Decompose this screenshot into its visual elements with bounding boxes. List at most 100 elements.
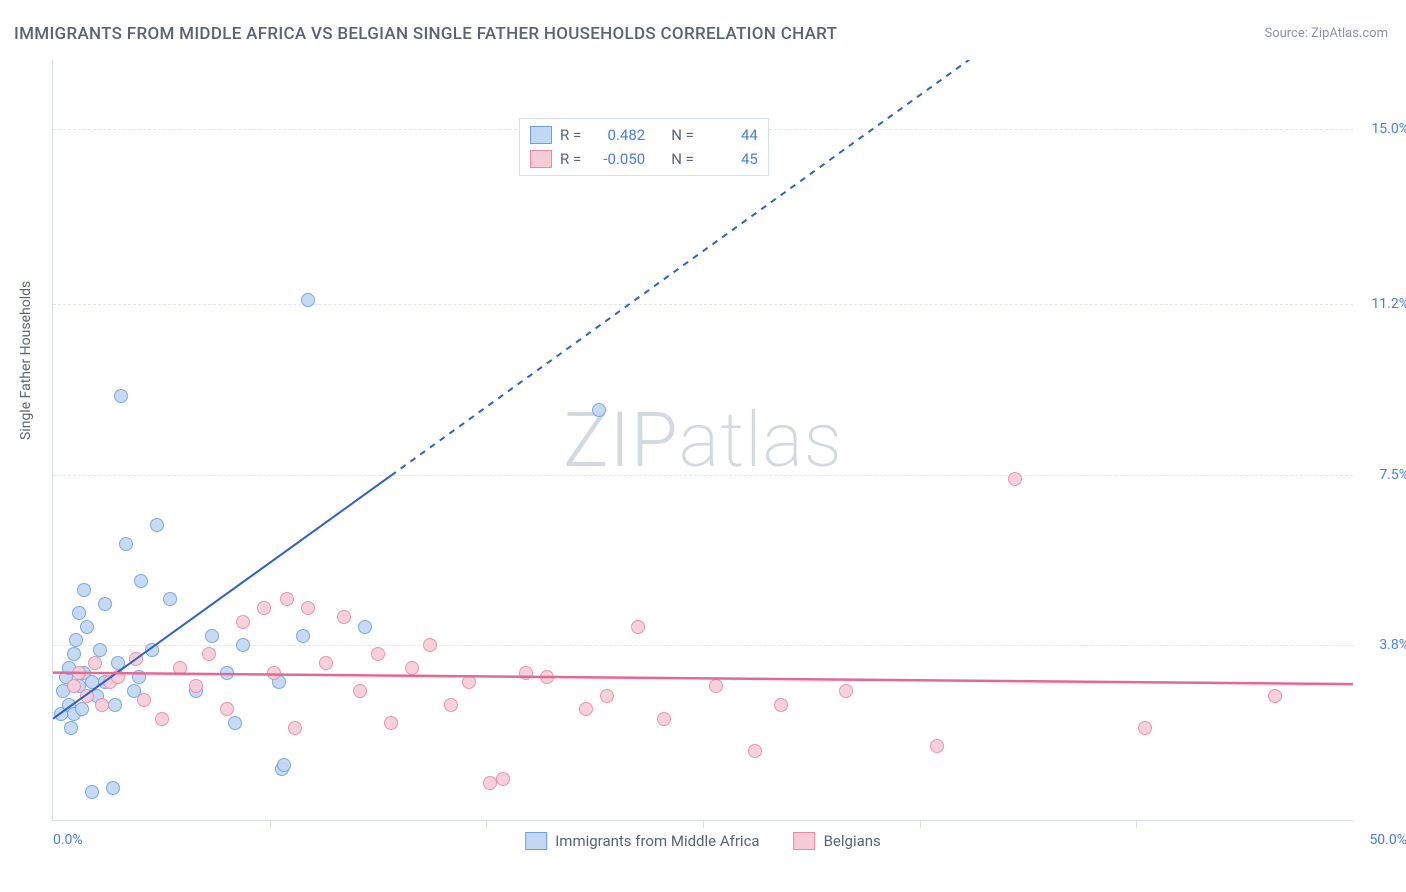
data-point: [220, 702, 234, 716]
data-point: [657, 712, 671, 726]
series-a-name: Immigrants from Middle Africa: [555, 832, 759, 850]
swatch-series-a: [525, 832, 547, 850]
x-tick: [920, 820, 921, 828]
data-point: [228, 716, 242, 730]
data-point: [67, 679, 81, 693]
y-tick-label: 3.8%: [1359, 637, 1406, 653]
data-point: [72, 606, 86, 620]
data-point: [106, 781, 120, 795]
n-label: N =: [671, 126, 694, 144]
data-point: [600, 689, 614, 703]
data-point: [483, 776, 497, 790]
data-point: [423, 638, 437, 652]
data-point: [155, 712, 169, 726]
data-point: [80, 689, 94, 703]
legend-row-series-a: R = 0.482 N = 44: [530, 123, 758, 147]
r-value-b: -0.050: [589, 150, 645, 168]
data-point: [163, 592, 177, 606]
data-point: [358, 620, 372, 634]
data-point: [337, 610, 351, 624]
data-point: [774, 698, 788, 712]
data-point: [119, 537, 133, 551]
data-point: [319, 656, 333, 670]
data-point: [134, 574, 148, 588]
data-point: [150, 518, 164, 532]
data-point: [67, 647, 81, 661]
n-value-b: 45: [702, 150, 758, 168]
data-point: [444, 698, 458, 712]
data-point: [111, 670, 125, 684]
data-point: [519, 666, 533, 680]
data-point: [72, 666, 86, 680]
data-point: [85, 785, 99, 799]
gridline: [53, 304, 1353, 305]
x-axis-max-label: 50.0%: [1369, 832, 1406, 848]
legend-item-series-a: Immigrants from Middle Africa: [525, 832, 759, 850]
swatch-series-b: [530, 150, 552, 168]
x-tick: [270, 820, 271, 828]
r-label: R =: [560, 126, 581, 144]
data-point: [80, 620, 94, 634]
data-point: [579, 702, 593, 716]
data-point: [930, 739, 944, 753]
data-point: [384, 716, 398, 730]
data-point: [353, 684, 367, 698]
data-point: [95, 698, 109, 712]
data-point: [75, 702, 89, 716]
x-axis-min-label: 0.0%: [53, 832, 83, 848]
data-point: [631, 620, 645, 634]
data-point: [111, 656, 125, 670]
data-point: [64, 721, 78, 735]
scatter-plot-area: ZIPatlas R = 0.482 N = 44 R = -0.050 N =…: [52, 60, 1353, 821]
data-point: [205, 629, 219, 643]
data-point: [137, 693, 151, 707]
data-point: [405, 661, 419, 675]
data-point: [748, 744, 762, 758]
data-point: [839, 684, 853, 698]
data-point: [98, 597, 112, 611]
y-tick-label: 15.0%: [1359, 121, 1406, 137]
data-point: [288, 721, 302, 735]
x-tick: [1136, 820, 1137, 828]
data-point: [1138, 721, 1152, 735]
data-point: [69, 633, 83, 647]
series-b-name: Belgians: [824, 832, 881, 850]
swatch-series-a: [530, 126, 552, 144]
chart-title: IMMIGRANTS FROM MIDDLE AFRICA VS BELGIAN…: [14, 24, 837, 44]
r-value-a: 0.482: [589, 126, 645, 144]
r-label: R =: [560, 150, 581, 168]
data-point: [462, 675, 476, 689]
data-point: [496, 772, 510, 786]
data-point: [371, 647, 385, 661]
gridline: [53, 475, 1353, 476]
data-point: [277, 758, 291, 772]
data-point: [267, 666, 281, 680]
source-attribution: Source: ZipAtlas.com: [1264, 26, 1388, 41]
data-point: [280, 592, 294, 606]
data-point: [145, 643, 159, 657]
data-point: [114, 389, 128, 403]
data-point: [189, 679, 203, 693]
y-axis-label: Single Father Households: [18, 281, 34, 440]
data-point: [540, 670, 554, 684]
data-point: [132, 670, 146, 684]
data-point: [592, 403, 606, 417]
legend-item-series-b: Belgians: [794, 832, 881, 850]
legend-row-series-b: R = -0.050 N = 45: [530, 147, 758, 171]
data-point: [220, 666, 234, 680]
y-tick-label: 7.5%: [1359, 467, 1406, 483]
x-tick: [486, 820, 487, 828]
data-point: [1268, 689, 1282, 703]
y-tick-label: 11.2%: [1359, 296, 1406, 312]
data-point: [296, 629, 310, 643]
data-point: [236, 638, 250, 652]
series-legend: Immigrants from Middle Africa Belgians: [525, 832, 881, 850]
x-tick: [703, 820, 704, 828]
data-point: [202, 647, 216, 661]
data-point: [173, 661, 187, 675]
data-point: [85, 675, 99, 689]
data-point: [108, 698, 122, 712]
data-point: [301, 601, 315, 615]
n-label: N =: [671, 150, 694, 168]
correlation-legend: R = 0.482 N = 44 R = -0.050 N = 45: [519, 118, 769, 176]
